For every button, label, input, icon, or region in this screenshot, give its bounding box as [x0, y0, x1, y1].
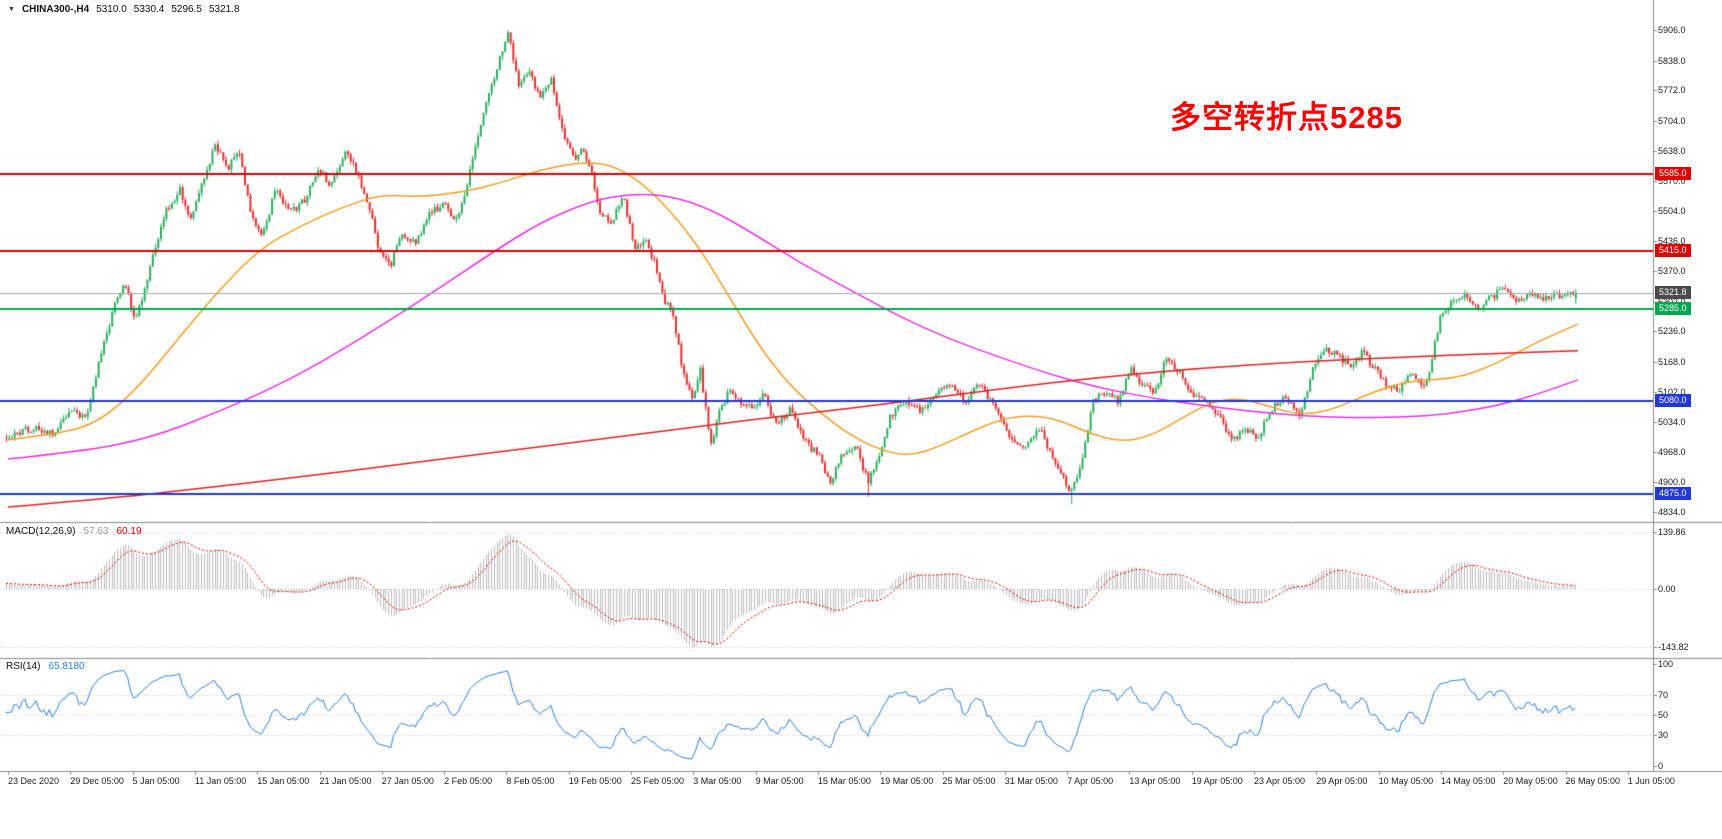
price-axis-label: 5102.0: [1658, 386, 1686, 397]
open-value: 5310.0: [96, 4, 127, 15]
time-axis-label: 29 Dec 05:00: [70, 776, 124, 786]
rsi-axis-label: 30: [1658, 730, 1669, 741]
price-tag-4875.0: 4875.0: [1655, 486, 1691, 500]
price-axis-label: 5436.0: [1658, 236, 1686, 247]
macd-axis-label: 0.00: [1658, 583, 1676, 594]
rsi-axis-label: 70: [1658, 689, 1669, 700]
rsi-axis-label: 100: [1658, 659, 1674, 670]
price-axis-label: 5302.0: [1658, 297, 1686, 307]
time-axis-label: 5 Jan 05:00: [132, 776, 180, 786]
time-axis-label: 26 May 05:00: [1565, 776, 1621, 786]
time-axis-label: 7 Apr 05:00: [1067, 776, 1114, 786]
time-axis-label: 25 Feb 05:00: [631, 776, 685, 786]
macd-indicator-title: MACD(12,26,9) 57.63 60.19: [6, 526, 142, 537]
time-axis-label: 19 Feb 05:00: [568, 776, 622, 786]
time-axis-label: 15 Mar 05:00: [817, 776, 871, 786]
price-axis-label: 5504.0: [1658, 205, 1686, 216]
time-axis-label: 2 Feb 05:00: [444, 776, 493, 786]
time-axis-label: 23 Dec 2020: [8, 776, 60, 786]
price-tag-5080.0: 5080.0: [1655, 394, 1691, 408]
time-axis-label: 9 Mar 05:00: [755, 776, 804, 786]
time-axis-label: 11 Jan 05:00: [194, 776, 247, 786]
time-axis-label: 31 Mar 05:00: [1004, 776, 1058, 786]
time-axis-label: 13 Apr 05:00: [1129, 776, 1181, 786]
rsi-indicator-title: RSI(14) 65.8180: [6, 661, 85, 672]
price-axis-label: 5570.0: [1658, 176, 1686, 187]
price-axis-label: 4968.0: [1658, 446, 1686, 457]
time-axis-label: 27 Jan 05:00: [381, 776, 434, 786]
macd-main-value: 57.63: [83, 526, 109, 537]
price-axis-label: 4834.0: [1658, 507, 1686, 517]
price-axis-label: 4900.0: [1658, 477, 1686, 488]
price-axis-label: 5638.0: [1658, 145, 1686, 156]
price-tag-5585.0: 5585.0: [1655, 167, 1691, 181]
time-axis-label: 14 May 05:00: [1440, 776, 1496, 786]
price-axis-label: 5034.0: [1658, 417, 1686, 428]
macd-axis-label: -143.82: [1658, 642, 1689, 653]
time-axis-label: 29 Apr 05:00: [1316, 776, 1368, 786]
low-value: 5296.5: [171, 4, 202, 15]
price-axis-label: 5838.0: [1658, 55, 1686, 66]
price-axis-label: 5704.0: [1658, 115, 1686, 126]
time-axis-label: 25 Mar 05:00: [942, 776, 996, 786]
time-axis-label: 15 Jan 05:00: [257, 776, 310, 786]
chart-title-bar: ▼ CHINA300-,H4 5310.0 5330.4 5296.5 5321…: [8, 4, 240, 15]
time-axis-label: 1 Jun 05:00: [1627, 776, 1675, 786]
time-axis-label: 19 Mar 05:00: [880, 776, 934, 786]
price-axis-label: 5236.0: [1658, 326, 1686, 337]
price-axis-label: 5168.0: [1658, 356, 1686, 367]
time-axis-label: 21 Jan 05:00: [319, 776, 372, 786]
symbol-period-label: CHINA300-,H4: [21, 4, 90, 15]
rsi-label: RSI(14): [6, 661, 41, 672]
price-axis-label: 5370.0: [1658, 266, 1686, 277]
chart-annotation-text: 多空转折点5285: [1170, 100, 1403, 135]
time-axis-label: 19 Apr 05:00: [1191, 776, 1243, 786]
symbol-dropdown-icon[interactable]: ▼: [8, 6, 15, 13]
time-axis-label: 3 Mar 05:00: [693, 776, 742, 786]
close-value: 5321.8: [208, 4, 240, 15]
rsi-axis-label: 50: [1658, 710, 1669, 720]
price-tag-5285.0: 5285.0: [1655, 302, 1691, 316]
time-axis-label: 8 Feb 05:00: [506, 776, 555, 786]
time-axis-label: 23 Apr 05:00: [1254, 776, 1306, 786]
rsi-axis-label: 0: [1658, 760, 1664, 771]
macd-axis-label: 139.86: [1658, 527, 1686, 538]
macd-signal-value: 60.19: [116, 526, 142, 537]
price-tag-5321.8: 5321.8: [1655, 285, 1691, 299]
macd-label: MACD(12,26,9): [6, 526, 76, 537]
price-tag-5415.0: 5415.0: [1655, 243, 1691, 257]
rsi-value: 65.8180: [48, 661, 85, 672]
time-axis-label: 10 May 05:00: [1378, 776, 1434, 786]
price-axis-label: 5772.0: [1658, 85, 1686, 96]
time-axis-label: 20 May 05:00: [1503, 776, 1558, 786]
high-value: 5330.4: [133, 4, 165, 15]
price-axis-label: 5906.0: [1658, 25, 1686, 36]
